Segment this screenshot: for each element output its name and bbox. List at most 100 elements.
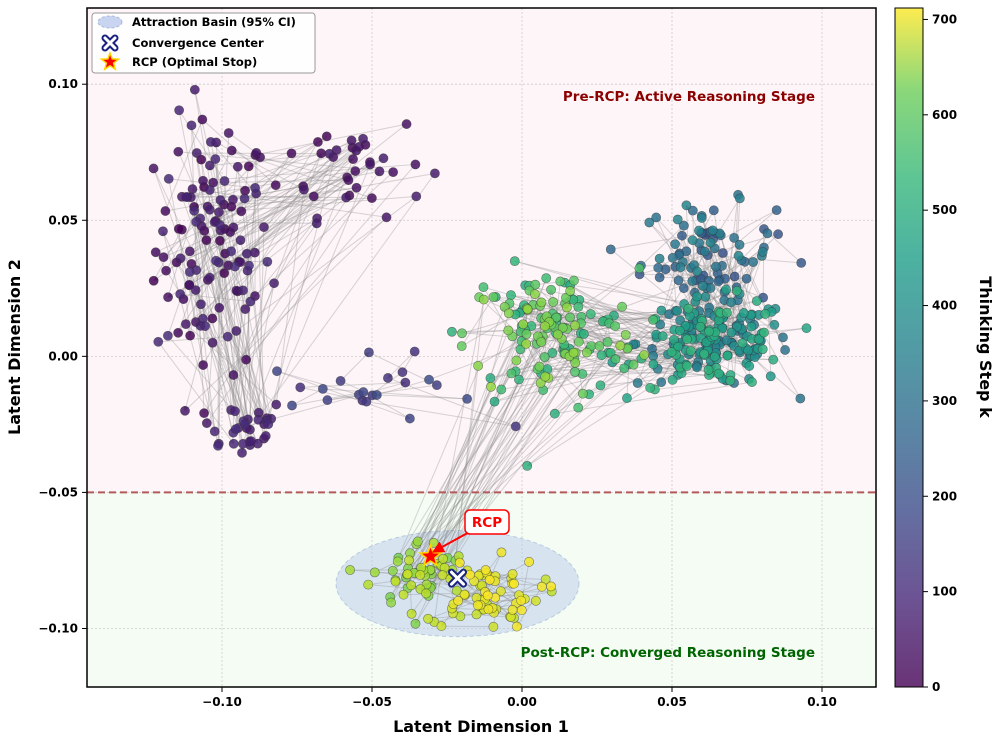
trajectory-edge (165, 170, 356, 272)
trajectory-edge (196, 152, 330, 155)
trajectory-point (451, 585, 462, 596)
trajectory-edge (233, 164, 416, 376)
trajectory-point (570, 320, 580, 331)
plot-area: Pre-RCP: Active Reasoning Stage Post-RCP… (86, 7, 877, 688)
trajectory-edge (429, 325, 546, 571)
trajectory-point (516, 605, 527, 616)
trajectory-edge (195, 221, 269, 425)
trajectory-point (565, 312, 576, 323)
trajectory-point (175, 253, 186, 264)
trajectory-edge (415, 376, 546, 545)
trajectory-point (189, 205, 200, 216)
trajectory-point (503, 325, 514, 336)
trajectory-point (506, 368, 517, 379)
trajectory-point (163, 292, 173, 303)
trajectory-point (495, 586, 506, 597)
trajectory-point (272, 366, 282, 377)
trajectory-edge (209, 153, 330, 166)
trajectory-point (741, 273, 752, 284)
trajectory-point (651, 212, 662, 223)
trajectory-edge (659, 198, 741, 325)
colorbar-tick-label: 300 (932, 394, 957, 408)
trajectory-point (485, 373, 496, 383)
trajectory-point (534, 361, 545, 372)
trajectory-point (617, 301, 628, 312)
trajectory-point (692, 362, 702, 373)
trajectory-point (406, 608, 417, 619)
trajectory-edge (626, 358, 681, 399)
trajectory-point (699, 246, 710, 257)
trajectory-point (245, 296, 256, 307)
trajectory-point (507, 569, 518, 579)
trajectory-point (211, 255, 221, 266)
trajectory-edge (409, 307, 568, 554)
trajectory-point (363, 579, 374, 590)
trajectory-edge (407, 309, 529, 569)
trajectory-edge (430, 377, 549, 589)
trajectory-point (524, 556, 534, 567)
trajectory-edge (168, 178, 219, 446)
trajectory-point (628, 359, 639, 370)
colorbar-tick-label: 200 (932, 489, 957, 503)
trajectory-edge (248, 141, 319, 168)
trajectory-edge (610, 229, 712, 250)
trajectory-edge (654, 378, 731, 390)
colorbar-gradient (894, 7, 924, 688)
trajectory-point (672, 214, 683, 225)
trajectory-point (161, 265, 171, 276)
trajectory-point (317, 383, 328, 394)
trajectory-edge (392, 334, 559, 572)
trajectory-edge (580, 322, 609, 343)
trajectory-point (431, 380, 442, 391)
trajectory-point (424, 374, 434, 385)
trajectory-point (744, 361, 755, 371)
trajectory-point (238, 438, 248, 449)
trajectory-point (230, 261, 240, 272)
trajectory-edge (266, 164, 371, 419)
legend-rcp-star (99, 50, 121, 72)
trajectory-point (346, 135, 357, 146)
colorbar: 0 100 200 300 400 500 600 700 Thinking Step k (894, 7, 995, 694)
trajectory-point (675, 262, 686, 273)
trajectory-point (322, 395, 333, 405)
trajectory-edge (263, 150, 338, 439)
trajectory-point (198, 175, 208, 186)
trajectory-point (204, 185, 215, 195)
trajectory-edge (181, 194, 347, 200)
trajectory-point (214, 302, 225, 313)
trajectory-edge (214, 221, 249, 420)
x-tick-label: 0.05 (657, 695, 687, 709)
trajectory-point (547, 348, 558, 358)
trajectory-point (204, 272, 215, 283)
colorbar-label: Thinking Step k (976, 276, 995, 418)
trajectory-point (184, 279, 195, 290)
trajectory-point (226, 246, 237, 257)
trajectory-edge (419, 574, 483, 611)
trajectory-point (496, 384, 507, 395)
trajectory-point (324, 148, 335, 159)
trajectory-point (757, 344, 768, 355)
trajectory-edge (607, 351, 682, 374)
trajectory-point (447, 326, 457, 337)
trajectory-point (694, 225, 704, 236)
trajectory-edge (415, 345, 621, 545)
trajectory-point (521, 338, 532, 349)
trajectory-edge (477, 321, 550, 367)
trajectory-edge (387, 351, 416, 379)
y-tick-label: −0.05 (38, 485, 78, 499)
trajectory-point (683, 303, 694, 314)
trajectory-point (184, 267, 195, 277)
trajectory-point (796, 257, 807, 268)
trajectory-edge (255, 123, 407, 156)
trajectory-edge (478, 296, 584, 395)
trajectory-point (536, 337, 547, 347)
trajectory-point (287, 400, 297, 411)
trajectory-edge (258, 227, 265, 413)
trajectory-edge (185, 196, 272, 419)
trajectory-edge (327, 394, 359, 401)
trajectory-point (594, 341, 605, 351)
trajectory-point (709, 351, 720, 362)
trajectory-point (343, 175, 354, 186)
trajectory-point (746, 321, 757, 332)
trajectory-edge (245, 152, 323, 360)
